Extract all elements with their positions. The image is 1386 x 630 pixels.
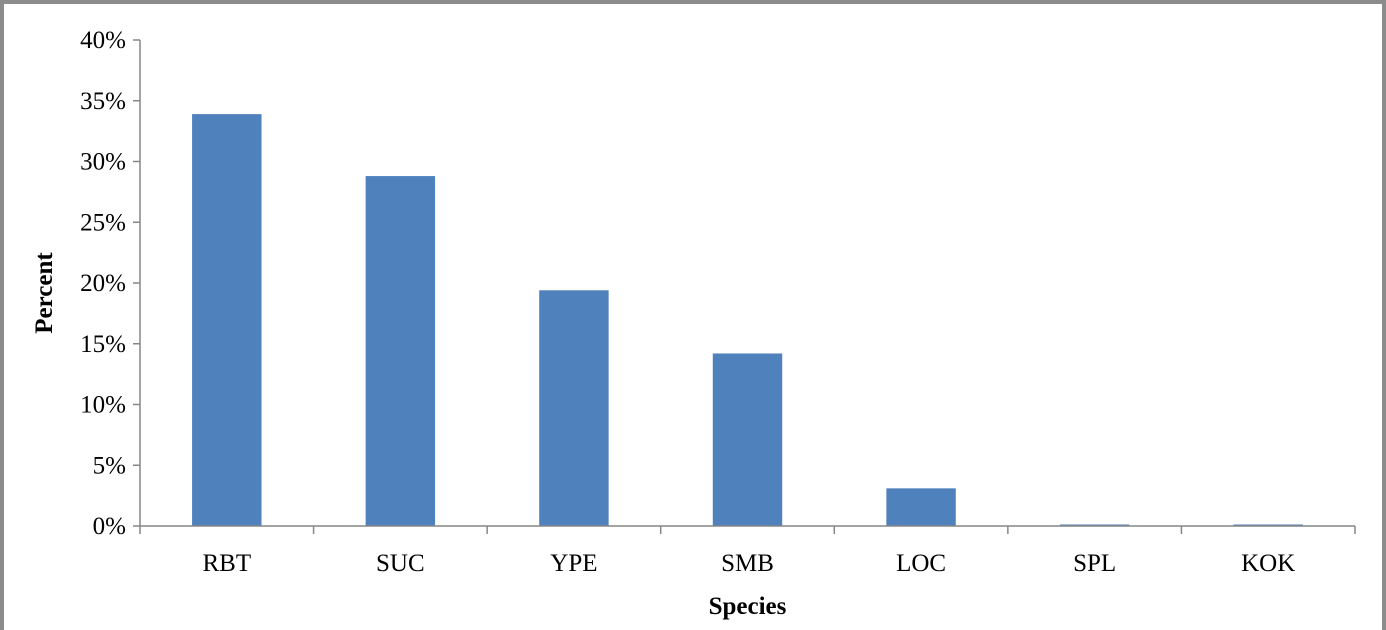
y-tick-label: 5% [93, 452, 126, 479]
x-category-label: KOK [1241, 550, 1295, 577]
bar-ype [539, 290, 609, 526]
y-tick-label: 15% [80, 331, 126, 358]
x-category-label: SUC [376, 550, 425, 577]
x-category-label: SPL [1073, 550, 1116, 577]
y-tick-label: 30% [80, 149, 126, 176]
y-tick-label: 0% [93, 513, 126, 540]
x-category-label: YPE [550, 550, 597, 577]
bar-suc [365, 176, 436, 526]
y-tick-label: 10% [80, 392, 126, 419]
bars-layer [192, 114, 1303, 527]
y-tick-label: 25% [80, 209, 126, 236]
y-ticks: 0% 5% 10% 15% 20% 25% 30% 35% 40% [80, 27, 140, 540]
y-tick-label: 35% [80, 88, 126, 115]
x-category-label: LOC [896, 550, 946, 577]
bar-loc [886, 488, 956, 526]
y-axis-title: Percent [31, 252, 58, 334]
x-category-label: RBT [202, 550, 251, 577]
bar-smb [712, 353, 783, 526]
x-category-label: SMB [721, 550, 774, 577]
x-axis-title: Species [709, 593, 787, 620]
x-ticks: RBT SUC YPE SMB LOC SPL KOK [139, 526, 1356, 577]
bar-rbt [192, 114, 262, 527]
y-tick-label: 20% [80, 270, 126, 297]
y-tick-label: 40% [80, 27, 126, 54]
